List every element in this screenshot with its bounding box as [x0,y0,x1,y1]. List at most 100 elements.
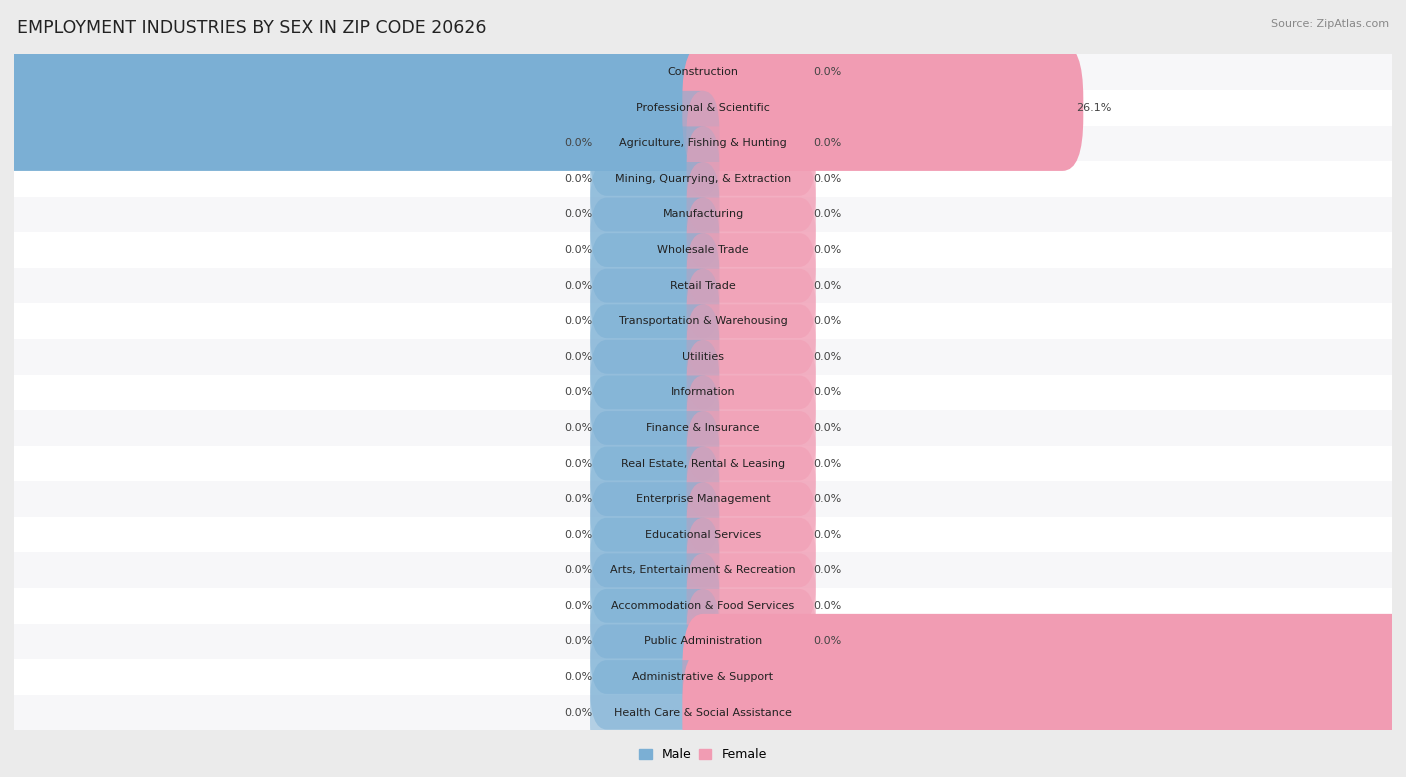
FancyBboxPatch shape [682,650,1406,775]
Text: 0.0%: 0.0% [813,210,841,219]
Text: 0.0%: 0.0% [813,138,841,148]
FancyBboxPatch shape [686,233,815,338]
Text: Retail Trade: Retail Trade [671,280,735,291]
FancyBboxPatch shape [14,481,1392,517]
Text: Agriculture, Fishing & Hunting: Agriculture, Fishing & Hunting [619,138,787,148]
FancyBboxPatch shape [14,197,1392,232]
FancyBboxPatch shape [0,44,724,171]
Text: 0.0%: 0.0% [565,245,593,255]
Text: 0.0%: 0.0% [813,388,841,397]
FancyBboxPatch shape [14,268,1392,304]
FancyBboxPatch shape [14,161,1392,197]
FancyBboxPatch shape [591,483,720,587]
FancyBboxPatch shape [591,447,720,552]
Text: 0.0%: 0.0% [565,458,593,469]
FancyBboxPatch shape [686,589,815,694]
Text: 0.0%: 0.0% [813,601,841,611]
Text: 0.0%: 0.0% [813,352,841,362]
FancyBboxPatch shape [686,483,815,587]
FancyBboxPatch shape [591,660,720,765]
Text: Source: ZipAtlas.com: Source: ZipAtlas.com [1271,19,1389,30]
FancyBboxPatch shape [591,233,720,338]
Text: 0.0%: 0.0% [813,566,841,575]
FancyBboxPatch shape [14,446,1392,481]
Text: Professional & Scientific: Professional & Scientific [636,103,770,113]
Text: 0.0%: 0.0% [565,601,593,611]
FancyBboxPatch shape [686,162,815,267]
FancyBboxPatch shape [14,304,1392,339]
Text: 0.0%: 0.0% [813,316,841,326]
FancyBboxPatch shape [591,269,720,374]
FancyBboxPatch shape [14,54,1392,90]
FancyBboxPatch shape [14,517,1392,552]
Text: 0.0%: 0.0% [565,636,593,646]
FancyBboxPatch shape [591,589,720,694]
FancyBboxPatch shape [686,91,815,196]
FancyBboxPatch shape [591,625,720,730]
FancyBboxPatch shape [591,411,720,516]
FancyBboxPatch shape [14,410,1392,446]
Text: 0.0%: 0.0% [813,494,841,504]
FancyBboxPatch shape [682,614,1406,740]
FancyBboxPatch shape [591,340,720,445]
FancyBboxPatch shape [14,588,1392,624]
Text: Manufacturing: Manufacturing [662,210,744,219]
Text: 0.0%: 0.0% [565,530,593,540]
Text: 0.0%: 0.0% [565,566,593,575]
Text: 0.0%: 0.0% [813,423,841,433]
Text: 0.0%: 0.0% [813,245,841,255]
FancyBboxPatch shape [14,552,1392,588]
Text: Enterprise Management: Enterprise Management [636,494,770,504]
Text: Educational Services: Educational Services [645,530,761,540]
Text: Administrative & Support: Administrative & Support [633,672,773,682]
Text: Construction: Construction [668,67,738,77]
FancyBboxPatch shape [591,197,720,302]
Text: 0.0%: 0.0% [565,708,593,718]
Text: EMPLOYMENT INDUSTRIES BY SEX IN ZIP CODE 20626: EMPLOYMENT INDUSTRIES BY SEX IN ZIP CODE… [17,19,486,37]
Text: Accommodation & Food Services: Accommodation & Food Services [612,601,794,611]
FancyBboxPatch shape [14,232,1392,268]
Text: 0.0%: 0.0% [813,67,841,77]
Text: 0.0%: 0.0% [565,388,593,397]
Text: Mining, Quarrying, & Extraction: Mining, Quarrying, & Extraction [614,174,792,184]
Text: Finance & Insurance: Finance & Insurance [647,423,759,433]
FancyBboxPatch shape [591,91,720,196]
Text: Health Care & Social Assistance: Health Care & Social Assistance [614,708,792,718]
Text: 0.0%: 0.0% [565,423,593,433]
FancyBboxPatch shape [686,375,815,480]
FancyBboxPatch shape [682,44,1083,171]
FancyBboxPatch shape [686,447,815,552]
Text: 0.0%: 0.0% [813,174,841,184]
Text: 0.0%: 0.0% [565,494,593,504]
FancyBboxPatch shape [0,9,724,135]
FancyBboxPatch shape [14,659,1392,695]
FancyBboxPatch shape [591,305,720,409]
FancyBboxPatch shape [14,339,1392,375]
Text: Real Estate, Rental & Leasing: Real Estate, Rental & Leasing [621,458,785,469]
Text: Information: Information [671,388,735,397]
FancyBboxPatch shape [686,19,815,124]
FancyBboxPatch shape [14,126,1392,161]
FancyBboxPatch shape [591,375,720,480]
Text: 0.0%: 0.0% [565,138,593,148]
Text: 0.0%: 0.0% [813,636,841,646]
FancyBboxPatch shape [686,340,815,445]
FancyBboxPatch shape [14,624,1392,659]
FancyBboxPatch shape [14,90,1392,126]
Text: 0.0%: 0.0% [813,280,841,291]
FancyBboxPatch shape [591,127,720,232]
Text: Wholesale Trade: Wholesale Trade [657,245,749,255]
Text: Transportation & Warehousing: Transportation & Warehousing [619,316,787,326]
FancyBboxPatch shape [686,127,815,232]
FancyBboxPatch shape [591,553,720,658]
Text: 0.0%: 0.0% [565,280,593,291]
FancyBboxPatch shape [686,517,815,622]
Text: Public Administration: Public Administration [644,636,762,646]
Text: 26.1%: 26.1% [1077,103,1112,113]
FancyBboxPatch shape [686,305,815,409]
Legend: Male, Female: Male, Female [640,748,766,761]
Text: 0.0%: 0.0% [565,174,593,184]
FancyBboxPatch shape [14,695,1392,730]
Text: Arts, Entertainment & Recreation: Arts, Entertainment & Recreation [610,566,796,575]
Text: 0.0%: 0.0% [813,458,841,469]
